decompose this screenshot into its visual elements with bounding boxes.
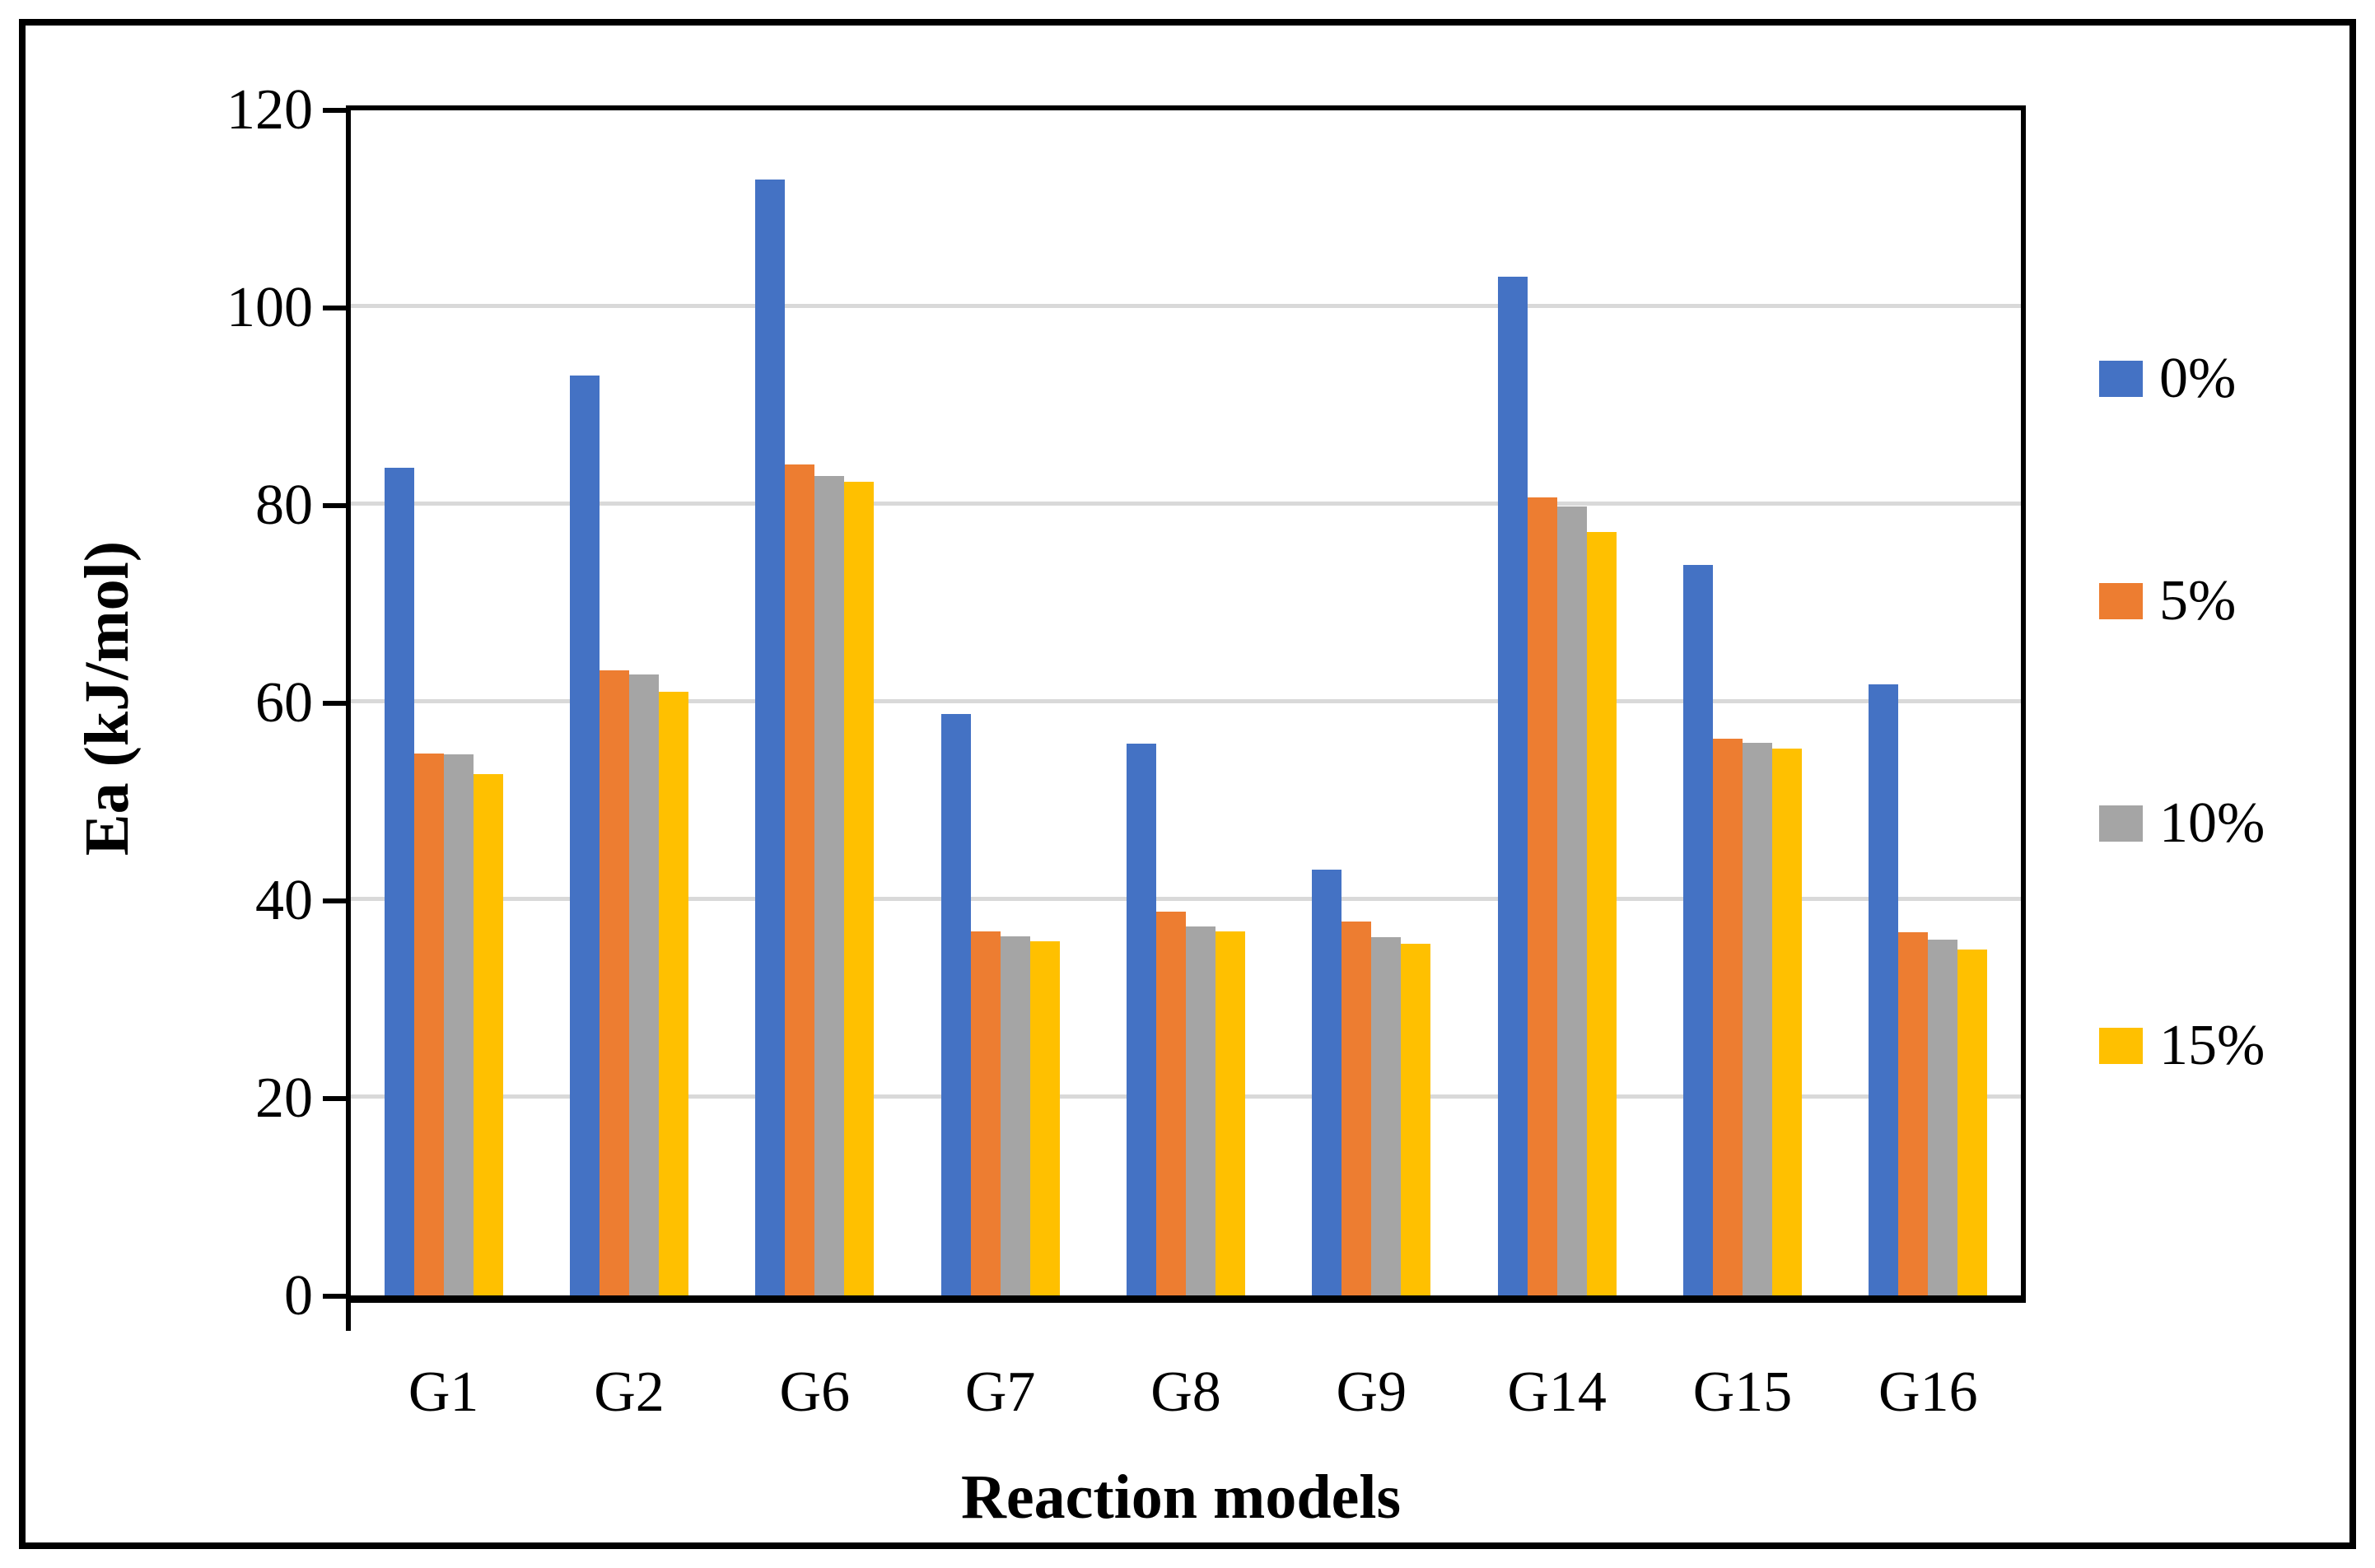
bar-g1-5pct <box>413 754 444 1296</box>
bar-g8-0pct <box>1127 744 1156 1296</box>
bar-g6-0pct <box>755 180 786 1296</box>
legend-label-0pct: 0% <box>2159 347 2237 410</box>
bar-g8-10pct <box>1186 926 1215 1296</box>
bar-g8-15pct <box>1215 931 1245 1296</box>
legend-swatch-15pct <box>2099 1028 2143 1064</box>
bar-g7-5pct <box>970 931 1001 1296</box>
x-axis-title: Reaction models <box>960 1463 1402 1532</box>
category-label-g7: G7 <box>964 1360 1036 1424</box>
bar-g9-0pct <box>1312 869 1342 1296</box>
y-tick-label-40: 40 <box>255 869 313 932</box>
gridline-40 <box>351 897 2021 901</box>
y-tick-100 <box>323 306 351 310</box>
y-tick-label-120: 120 <box>226 78 313 142</box>
plot-area <box>346 105 2026 1303</box>
bar-g1-10pct <box>443 754 474 1296</box>
y-tick-80 <box>323 503 351 508</box>
bar-g2-10pct <box>629 674 659 1296</box>
legend-swatch-0pct <box>2099 361 2143 397</box>
y-tick-label-60: 60 <box>255 671 313 735</box>
bar-g6-10pct <box>814 476 845 1296</box>
gridline-60 <box>351 699 2021 703</box>
category-label-g1: G1 <box>408 1360 479 1424</box>
bar-g1-15pct <box>473 774 503 1296</box>
legend-swatch-5pct <box>2099 583 2143 619</box>
bar-g7-10pct <box>1000 936 1030 1296</box>
y-tick-20 <box>323 1096 351 1101</box>
y-tick-label-80: 80 <box>255 474 313 537</box>
bar-g6-15pct <box>844 482 875 1296</box>
bar-g15-15pct <box>1772 749 1802 1296</box>
y-tick-40 <box>323 898 351 903</box>
category-label-g8: G8 <box>1150 1360 1221 1424</box>
bar-g9-10pct <box>1371 937 1402 1296</box>
y-tick-0 <box>323 1294 351 1299</box>
gridline-100 <box>351 304 2021 308</box>
bar-g14-10pct <box>1556 506 1587 1296</box>
y-axis-title: Ea (kJ/mol) <box>72 540 142 856</box>
legend-label-15pct: 15% <box>2159 1014 2265 1077</box>
category-label-g2: G2 <box>594 1360 665 1424</box>
bar-g2-15pct <box>659 691 688 1296</box>
bar-g15-0pct <box>1683 565 1713 1296</box>
legend-label-5pct: 5% <box>2159 569 2237 632</box>
category-label-g14: G14 <box>1507 1360 1607 1424</box>
bar-g16-10pct <box>1928 939 1958 1296</box>
gridline-80 <box>351 502 2021 506</box>
y-tick-120 <box>323 108 351 113</box>
bar-g14-5pct <box>1527 497 1557 1296</box>
bar-g2-5pct <box>600 670 629 1296</box>
y-tick-label-100: 100 <box>226 276 313 339</box>
legend-label-10pct: 10% <box>2159 791 2265 855</box>
x-axis-corner-tick <box>346 1303 351 1331</box>
bar-g8-5pct <box>1156 912 1186 1296</box>
y-tick-label-20: 20 <box>255 1066 313 1130</box>
bar-g16-0pct <box>1869 684 1899 1296</box>
bar-g2-0pct <box>570 375 600 1296</box>
bar-g1-0pct <box>384 468 414 1296</box>
y-tick-60 <box>323 701 351 706</box>
bar-g14-15pct <box>1586 532 1617 1296</box>
y-tick-label-0: 0 <box>284 1264 313 1328</box>
bar-g9-15pct <box>1401 943 1431 1296</box>
bar-g15-10pct <box>1743 743 1772 1296</box>
category-label-g9: G9 <box>1336 1360 1407 1424</box>
bar-g15-5pct <box>1713 739 1743 1296</box>
category-label-g6: G6 <box>779 1360 851 1424</box>
category-label-g16: G16 <box>1878 1360 1978 1424</box>
legend-swatch-10pct <box>2099 805 2143 842</box>
bar-g16-15pct <box>1957 949 1988 1296</box>
category-label-g15: G15 <box>1692 1360 1793 1424</box>
bar-g7-15pct <box>1029 941 1060 1296</box>
x-axis-line <box>346 1295 2026 1303</box>
bar-g14-0pct <box>1497 276 1528 1296</box>
bar-g7-0pct <box>940 714 971 1296</box>
bar-g16-5pct <box>1898 932 1929 1296</box>
bar-g6-5pct <box>785 464 815 1296</box>
bar-g9-5pct <box>1341 922 1372 1296</box>
